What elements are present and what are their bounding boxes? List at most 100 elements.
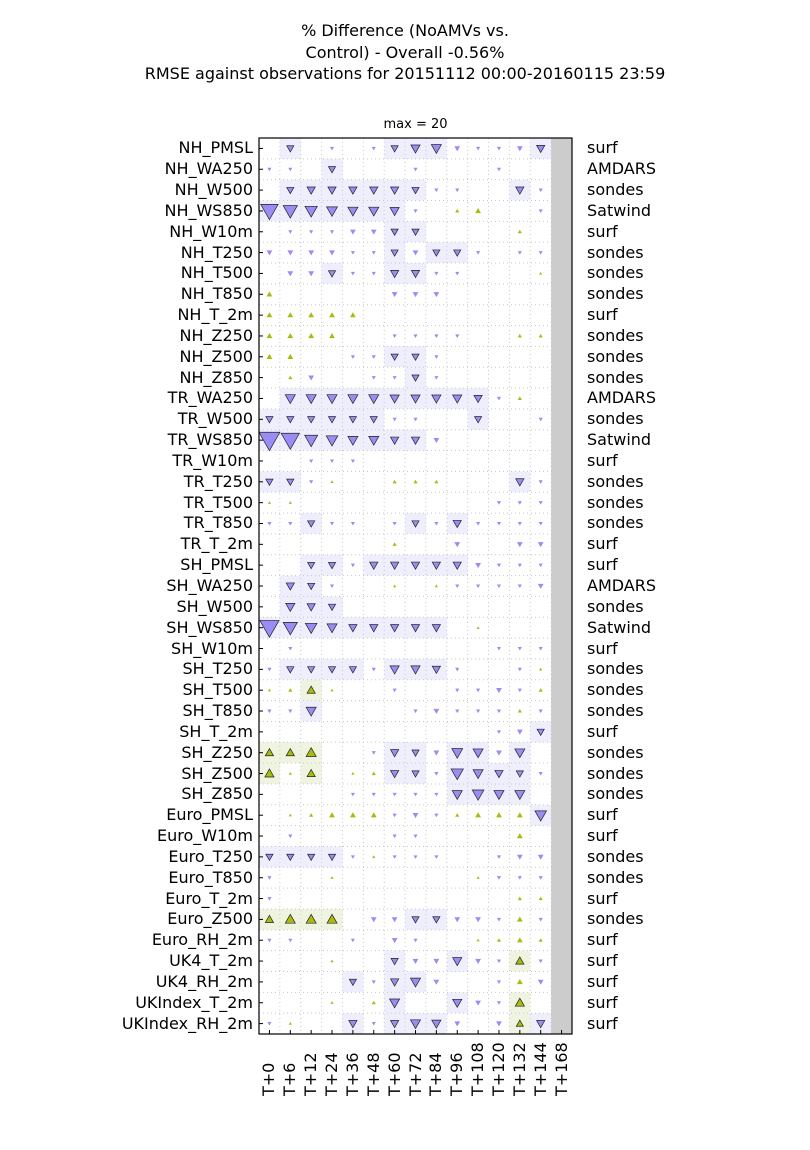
marker-worse [267, 667, 272, 672]
marker-worse [348, 666, 358, 674]
row-label: SH_Z850 [181, 784, 253, 804]
row-label: TR_W10m [172, 450, 253, 470]
marker-worse [496, 396, 502, 401]
marker-worse [410, 624, 421, 633]
marker-worse [434, 376, 439, 380]
marker-worse [452, 998, 463, 1009]
marker-better [306, 685, 316, 694]
marker-worse [267, 167, 272, 172]
marker-worse [329, 521, 335, 526]
marker-worse [537, 979, 544, 985]
marker-worse [286, 416, 295, 424]
marker-worse [476, 688, 481, 693]
row-label: Euro_Z500 [167, 909, 253, 929]
marker-worse [305, 394, 317, 405]
marker-worse [455, 667, 460, 672]
marker-better [515, 956, 525, 965]
marker-worse [535, 144, 546, 154]
marker-worse [327, 666, 337, 674]
row-label: TR_WA250 [167, 388, 253, 408]
marker-worse [496, 167, 502, 172]
row-label: NH_Z250 [179, 325, 254, 345]
row-label: NH_T_2m [177, 305, 253, 325]
obs-type-label: sondes [587, 367, 644, 387]
row-label: TR_T_2m [180, 534, 253, 554]
marker-worse [390, 249, 399, 257]
marker-worse [493, 790, 505, 801]
row-label: NH_WA250 [164, 159, 253, 179]
row-label: NH_Z850 [179, 367, 254, 387]
marker-worse [455, 271, 460, 276]
chart-title-line-1: % Difference (NoAMVs vs. [301, 21, 509, 40]
obs-type-label: sondes [587, 180, 644, 200]
obs-type-label: sondes [587, 242, 644, 262]
marker-worse [350, 855, 355, 859]
marker-worse [329, 250, 335, 256]
marker-worse [476, 584, 481, 589]
marker-worse [327, 166, 337, 174]
marker-worse [389, 998, 401, 1009]
obs-type-label: Satwind [587, 200, 652, 220]
marker-worse [267, 521, 272, 526]
marker-worse [327, 853, 337, 862]
obs-type-label: surf [587, 721, 618, 741]
marker-worse [538, 188, 543, 193]
marker-worse [411, 916, 420, 924]
marker-worse [389, 186, 400, 195]
obs-type-label: sondes [587, 742, 644, 762]
obs-type-label: AMDARS [587, 576, 657, 595]
marker-worse [347, 436, 359, 446]
marker-worse [535, 1020, 546, 1029]
row-label: TR_T500 [183, 492, 253, 512]
marker-worse [472, 748, 484, 759]
marker-better [288, 771, 292, 775]
marker-worse [538, 917, 543, 922]
marker-better [329, 812, 335, 818]
marker-worse [327, 270, 337, 278]
marker-worse [496, 688, 502, 694]
row-label: UKIndex_T_2m [135, 992, 253, 1012]
marker-better [392, 542, 397, 546]
marker-worse [515, 770, 524, 778]
marker-better [516, 833, 523, 839]
marker-worse [537, 542, 544, 548]
marker-worse [325, 435, 339, 447]
marker-worse [452, 561, 462, 570]
marker-worse [368, 436, 380, 446]
marker-better [287, 333, 294, 339]
marker-worse [413, 938, 418, 943]
marker-worse [309, 459, 314, 464]
obs-type-label: AMDARS [587, 388, 657, 408]
row-label: Euro_RH_2m [151, 930, 253, 950]
marker-worse [433, 979, 440, 985]
marker-worse [285, 582, 296, 591]
marker-worse [496, 709, 502, 714]
marker-better [350, 812, 356, 818]
marker-worse [538, 501, 543, 505]
marker-better [330, 480, 334, 484]
marker-worse [473, 395, 483, 404]
marker-worse [476, 521, 481, 526]
marker-worse [308, 250, 315, 256]
row-label: NH_PMSL [178, 138, 253, 158]
marker-worse [411, 187, 420, 195]
obs-type-label: sondes [587, 596, 644, 616]
marker-worse [411, 770, 420, 778]
obs-type-label: surf [587, 930, 618, 950]
marker-worse [350, 251, 355, 255]
marker-worse [308, 271, 315, 277]
obs-type-label: surf [587, 1013, 618, 1033]
obs-type-label: surf [587, 951, 618, 971]
marker-worse [287, 250, 294, 256]
marker-worse [517, 667, 522, 672]
marker-better [350, 312, 356, 318]
marker-worse [412, 250, 419, 256]
row-label: NH_WS850 [164, 200, 253, 220]
marker-worse [413, 855, 418, 859]
marker-worse [496, 501, 502, 505]
marker-worse [267, 876, 272, 880]
marker-worse [517, 584, 522, 589]
marker-worse [455, 688, 460, 693]
marker-worse [538, 480, 543, 484]
